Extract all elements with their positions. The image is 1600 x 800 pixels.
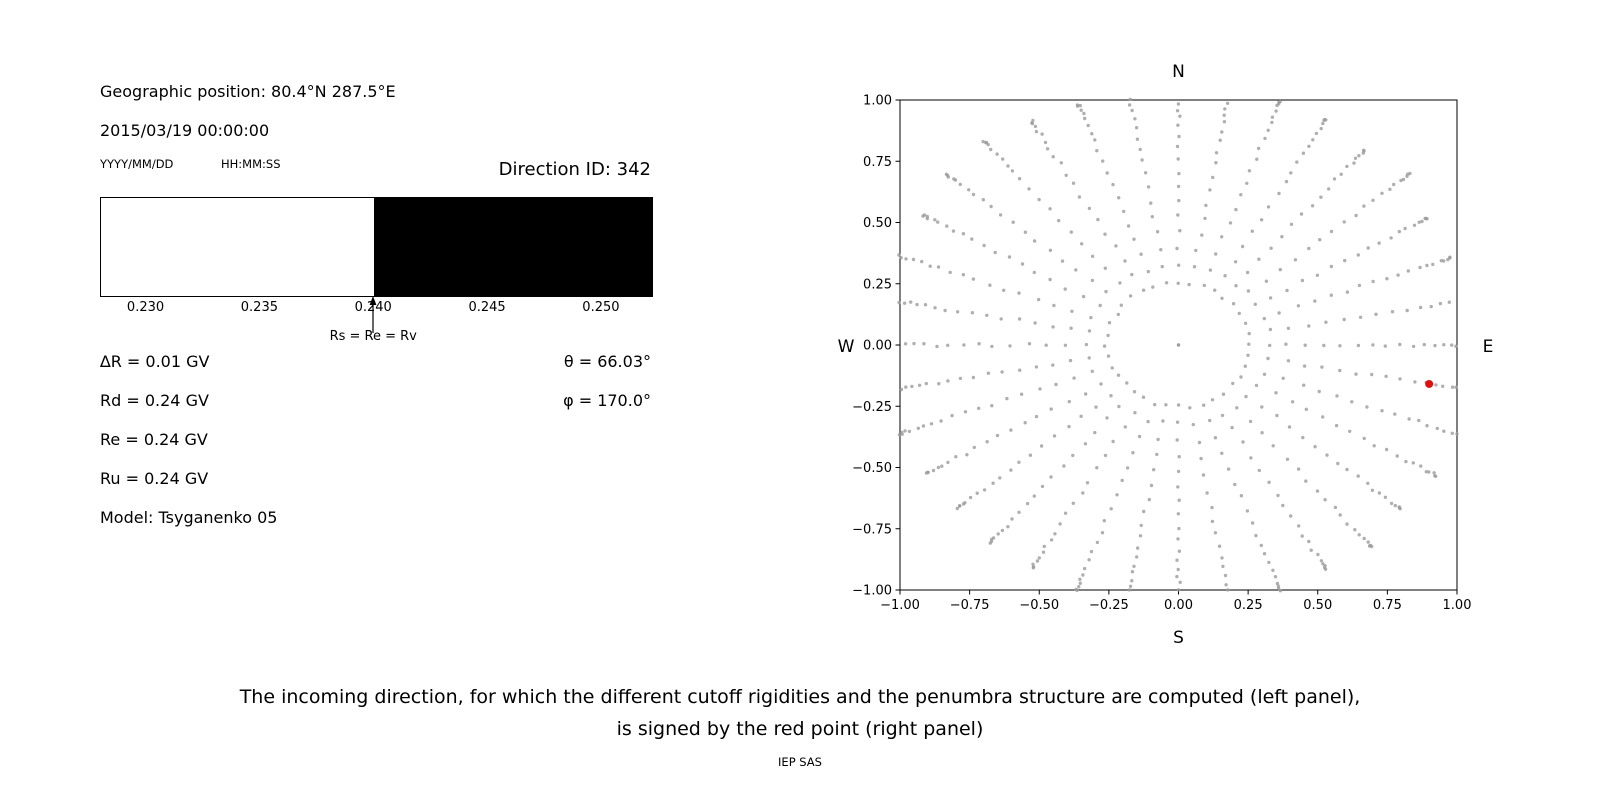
penumbra-tick-label: 0.235 [240,300,278,315]
penumbra-tick-label: 0.230 [126,300,165,315]
time-format-label: HH:MM:SS [221,157,281,171]
figure-caption-line1: The incoming direction, for which the di… [239,686,1361,708]
x-tick-label: −0.25 [1089,598,1129,613]
theta-value: θ = 66.03° [563,352,651,371]
datetime-value: 2015/03/19 00:00:00 [100,121,270,140]
x-tick-label: −1.00 [880,598,920,613]
selected-direction-point [1425,379,1434,388]
x-tick-label: 0.00 [1164,598,1193,613]
x-tick-label: −0.50 [1019,598,1059,613]
y-tick-label: 0.00 [863,339,892,354]
compass-north-label: N [1172,62,1185,82]
y-tick-label: 1.00 [863,94,892,109]
center-point [1176,343,1181,347]
cutoff-arrow-label: Rs = Re = Rv [329,329,417,344]
date-format-label: YYYY/MM/DD [100,157,174,171]
penumbra-tick-label: 0.250 [582,300,620,315]
phi-value: φ = 170.0° [563,391,651,410]
compass-south-label: S [1173,628,1184,648]
y-tick-label: −1.00 [852,584,892,599]
compass-west-label: W [838,337,855,357]
x-tick-label: 1.00 [1443,598,1472,613]
figure-caption-line2: is signed by the red point (right panel) [616,718,984,740]
y-tick-label: −0.75 [852,522,892,537]
penumbra-tick-label: 0.245 [468,300,506,315]
plot-ticks: −1.00 −0.75 −0.50 −0.25 0.00 0.25 0.50 0.75 1.00… [852,94,1471,613]
x-tick-label: 0.50 [1303,598,1332,613]
geographic-position: Geographic position: 80.4°N 287.5°E [100,82,396,101]
y-tick-label: −0.50 [852,461,892,476]
penumbra-axis-ticks: 0.230 0.235 0.240 0.245 0.250 [100,300,651,318]
direction-id-label: Direction ID: 342 [498,159,651,180]
y-tick-label: 0.25 [863,277,892,292]
x-tick-label: 0.25 [1234,598,1263,613]
penumbra-bar [100,197,653,297]
x-tick-label: 0.75 [1373,598,1402,613]
rd-value: Rd = 0.24 GV [100,391,209,410]
model-label: Model: Tsyganenko 05 [100,508,278,527]
ru-value: Ru = 0.24 GV [100,469,209,488]
credit-label: IEP SAS [778,755,822,769]
y-tick-label: −0.25 [852,400,892,415]
x-tick-label: −0.75 [950,598,990,613]
cutoff-arrow-icon [369,296,377,333]
direction-points [897,97,1459,593]
direction-plot: −1.00 −0.75 −0.50 −0.25 0.00 0.25 0.50 0.75 1.00… [838,62,1494,648]
y-tick-label: 0.50 [863,216,892,231]
re-value: Re = 0.24 GV [100,430,208,449]
delta-r-value: ∆R = 0.01 GV [100,352,210,371]
penumbra-forbidden-region [374,198,652,296]
y-tick-label: 0.75 [863,155,892,170]
compass-east-label: E [1483,337,1494,357]
